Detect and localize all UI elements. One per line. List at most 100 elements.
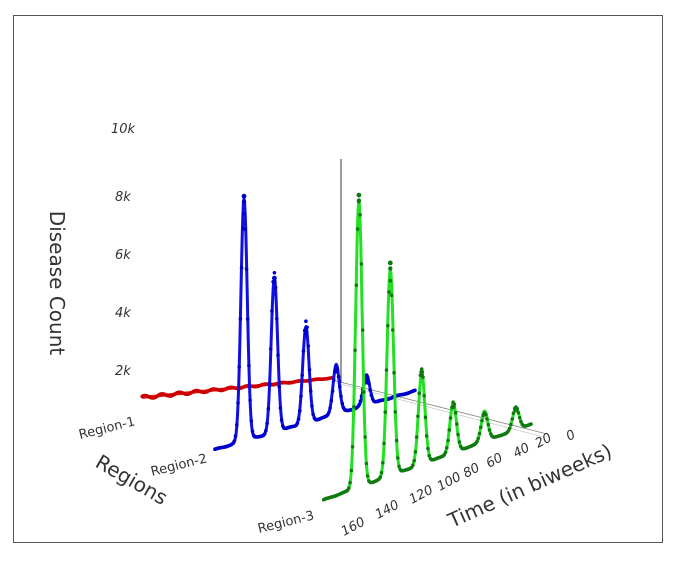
data-point-region-3 — [353, 348, 357, 353]
data-point-region-3 — [485, 417, 489, 421]
data-point-region-2 — [238, 317, 243, 321]
data-point-region-3 — [358, 213, 362, 217]
data-point-region-2 — [277, 384, 282, 389]
peak-point-region-2 — [241, 199, 247, 204]
data-point-region-3 — [447, 428, 452, 432]
peak-point-region-3 — [482, 412, 487, 417]
x-tick-label: 160 — [339, 515, 368, 540]
data-point-region-3 — [352, 405, 356, 409]
data-point-region-2 — [340, 401, 345, 406]
z-tick-label: 4k — [115, 306, 131, 321]
data-point-region-2 — [237, 365, 241, 369]
data-point-region-3 — [509, 422, 513, 427]
peak-point-region-2 — [241, 193, 247, 199]
peak-point-region-2 — [334, 369, 339, 374]
data-point-region-2 — [248, 398, 252, 402]
data-point-region-2 — [267, 382, 272, 386]
data-point-region-2 — [336, 374, 341, 379]
x-tick-label: 80 — [461, 461, 483, 482]
x-axis-line-secondary — [335, 382, 545, 438]
data-point-region-3 — [391, 328, 395, 332]
data-point-region-2 — [370, 397, 375, 401]
series-layer — [140, 192, 533, 502]
data-point-region-3 — [457, 440, 462, 444]
data-point-region-3 — [379, 470, 384, 475]
data-point-region-2 — [308, 389, 313, 393]
data-point-region-2 — [233, 434, 238, 438]
data-point-region-3 — [520, 422, 524, 427]
z-tick-label: 2k — [115, 364, 131, 379]
chart-frame: 2k 4k 6k 8k 10k 0 20 40 60 80 100 120 140 160 Region-1… — [13, 15, 663, 543]
data-point-region-2 — [299, 394, 303, 399]
data-point-region-3 — [354, 283, 359, 288]
data-point-region-2 — [332, 378, 336, 383]
data-point-region-3 — [477, 431, 482, 436]
data-point-region-3 — [360, 328, 365, 332]
data-point-region-2 — [300, 373, 305, 378]
data-point-region-3 — [511, 411, 516, 416]
data-point-region-2 — [310, 404, 314, 408]
data-point-region-3 — [422, 393, 427, 398]
data-point-region-3 — [480, 418, 484, 423]
x-tick-label: 20 — [533, 431, 555, 452]
data-point-region-2 — [358, 399, 363, 404]
data-point-region-2 — [312, 416, 317, 421]
data-point-region-2 — [239, 265, 244, 270]
data-point-region-3 — [349, 468, 354, 473]
data-point-region-2 — [273, 285, 278, 290]
data-point-region-3 — [519, 419, 523, 424]
z-tick-label: 10k — [111, 122, 136, 137]
data-point-region-2 — [247, 363, 251, 368]
data-point-region-3 — [384, 368, 389, 372]
data-point-region-2 — [241, 226, 245, 231]
data-point-region-3 — [413, 450, 418, 454]
x-tick-label: 100 — [435, 470, 464, 495]
data-point-region-2 — [281, 424, 285, 428]
data-point-region-3 — [393, 410, 398, 414]
data-point-region-3 — [397, 464, 401, 469]
data-point-region-3 — [414, 435, 419, 439]
data-point-region-3 — [364, 461, 369, 466]
data-point-region-3 — [417, 391, 422, 396]
data-point-region-2 — [298, 408, 302, 413]
data-point-region-2 — [251, 433, 256, 438]
peak-point-region-3 — [419, 372, 424, 377]
x-tick-label: 120 — [407, 483, 436, 508]
data-point-region-3 — [321, 497, 326, 502]
data-point-region-2 — [270, 309, 274, 313]
peak-point-region-3 — [356, 198, 362, 203]
peak-point-region-2 — [364, 380, 369, 385]
data-point-region-2 — [235, 423, 239, 427]
data-point-region-2 — [245, 317, 250, 321]
data-point-region-3 — [489, 432, 493, 436]
data-point-region-2 — [305, 325, 309, 330]
region-tick-label: Region-1 — [77, 414, 136, 442]
data-point-region-3 — [388, 278, 393, 283]
data-point-region-3 — [487, 428, 492, 432]
data-point-region-3 — [455, 422, 459, 426]
data-point-region-2 — [341, 405, 346, 410]
z-tick-label: 6k — [115, 248, 131, 263]
data-point-region-2 — [264, 428, 268, 433]
z-tick-label: 8k — [115, 190, 131, 205]
data-point-region-3 — [412, 458, 417, 463]
data-point-region-2 — [330, 389, 335, 393]
data-point-region-3 — [381, 461, 385, 465]
data-point-region-2 — [249, 419, 254, 423]
data-point-region-2 — [368, 388, 372, 392]
data-point-region-3 — [458, 444, 463, 449]
data-point-region-2 — [278, 406, 283, 410]
peak-point-region-3 — [356, 192, 362, 198]
data-point-region-3 — [516, 411, 521, 415]
data-point-region-2 — [307, 367, 312, 372]
peak-point-region-3 — [450, 404, 456, 410]
data-point-region-2 — [339, 394, 343, 399]
data-point-region-3 — [453, 410, 458, 415]
peak-point-region-3 — [513, 407, 519, 413]
peak-point-region-3 — [387, 260, 393, 266]
data-point-region-1 — [140, 394, 144, 399]
data-point-region-2 — [304, 319, 308, 324]
data-point-region-3 — [387, 290, 391, 294]
